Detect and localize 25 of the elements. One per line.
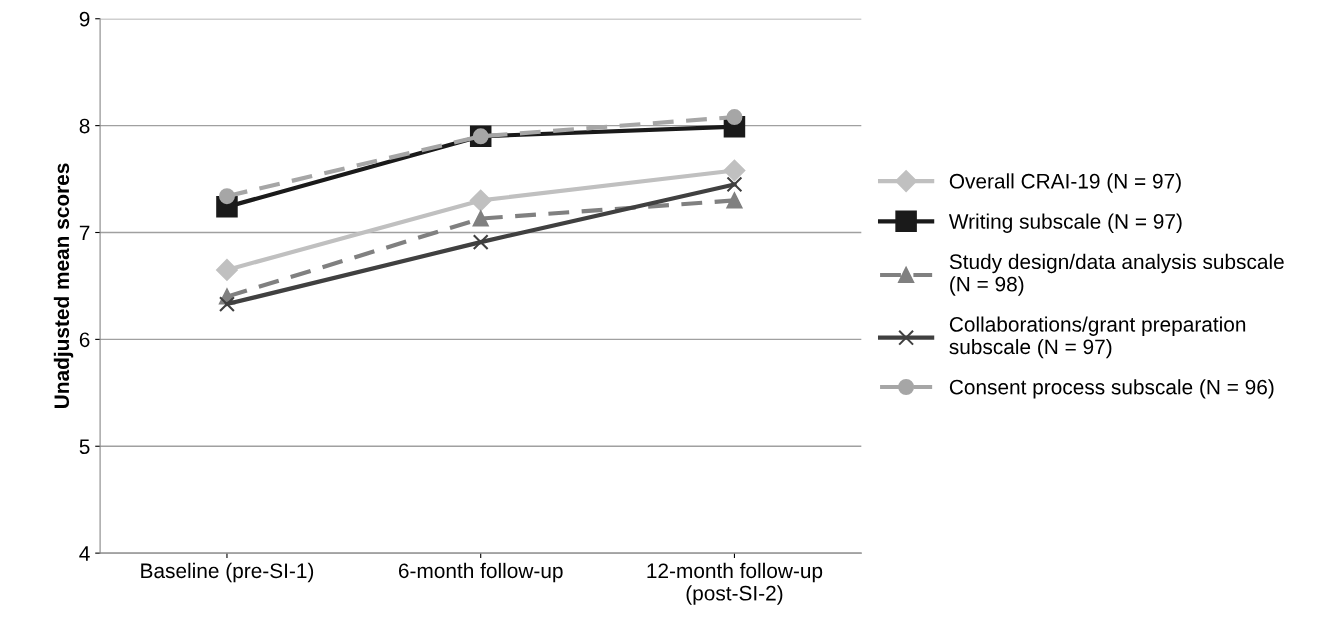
point (218, 296, 235, 313)
point (726, 176, 743, 193)
x-tick-label: 6-month follow-up (398, 562, 563, 583)
legend-label: Consent process subscale (N = 96) (949, 379, 1274, 399)
point (218, 188, 235, 205)
y-tick-label: 7 (79, 225, 90, 241)
point (472, 210, 489, 227)
x-tick-label: 12-month follow-up (post-SI-2) (647, 562, 823, 605)
legend-label: Writing subscale (N = 97) (948, 213, 1182, 233)
point (469, 189, 492, 212)
y-axis-title: Unadjusted mean scores (53, 163, 74, 408)
point (472, 234, 489, 251)
y-tick-label: 5 (79, 439, 90, 454)
point (723, 159, 746, 182)
legend-label: Collaborations/grant preparation subscale (N = 97) (949, 316, 1246, 359)
point (726, 109, 743, 126)
y-tick-label: 8 (79, 118, 90, 134)
y-tick-label: 6 (79, 332, 90, 348)
point (726, 192, 743, 209)
legend-label: Overall CRAI-19 (N = 97) (949, 173, 1181, 193)
legend-label: Study design/data analysis subscale (N = 98) (949, 253, 1284, 296)
y-tick-label: 9 (79, 11, 90, 27)
y-tick-label: 4 (79, 546, 90, 561)
point (216, 259, 238, 281)
x-tick-label: Baseline (pre-SI-1) (141, 562, 314, 583)
